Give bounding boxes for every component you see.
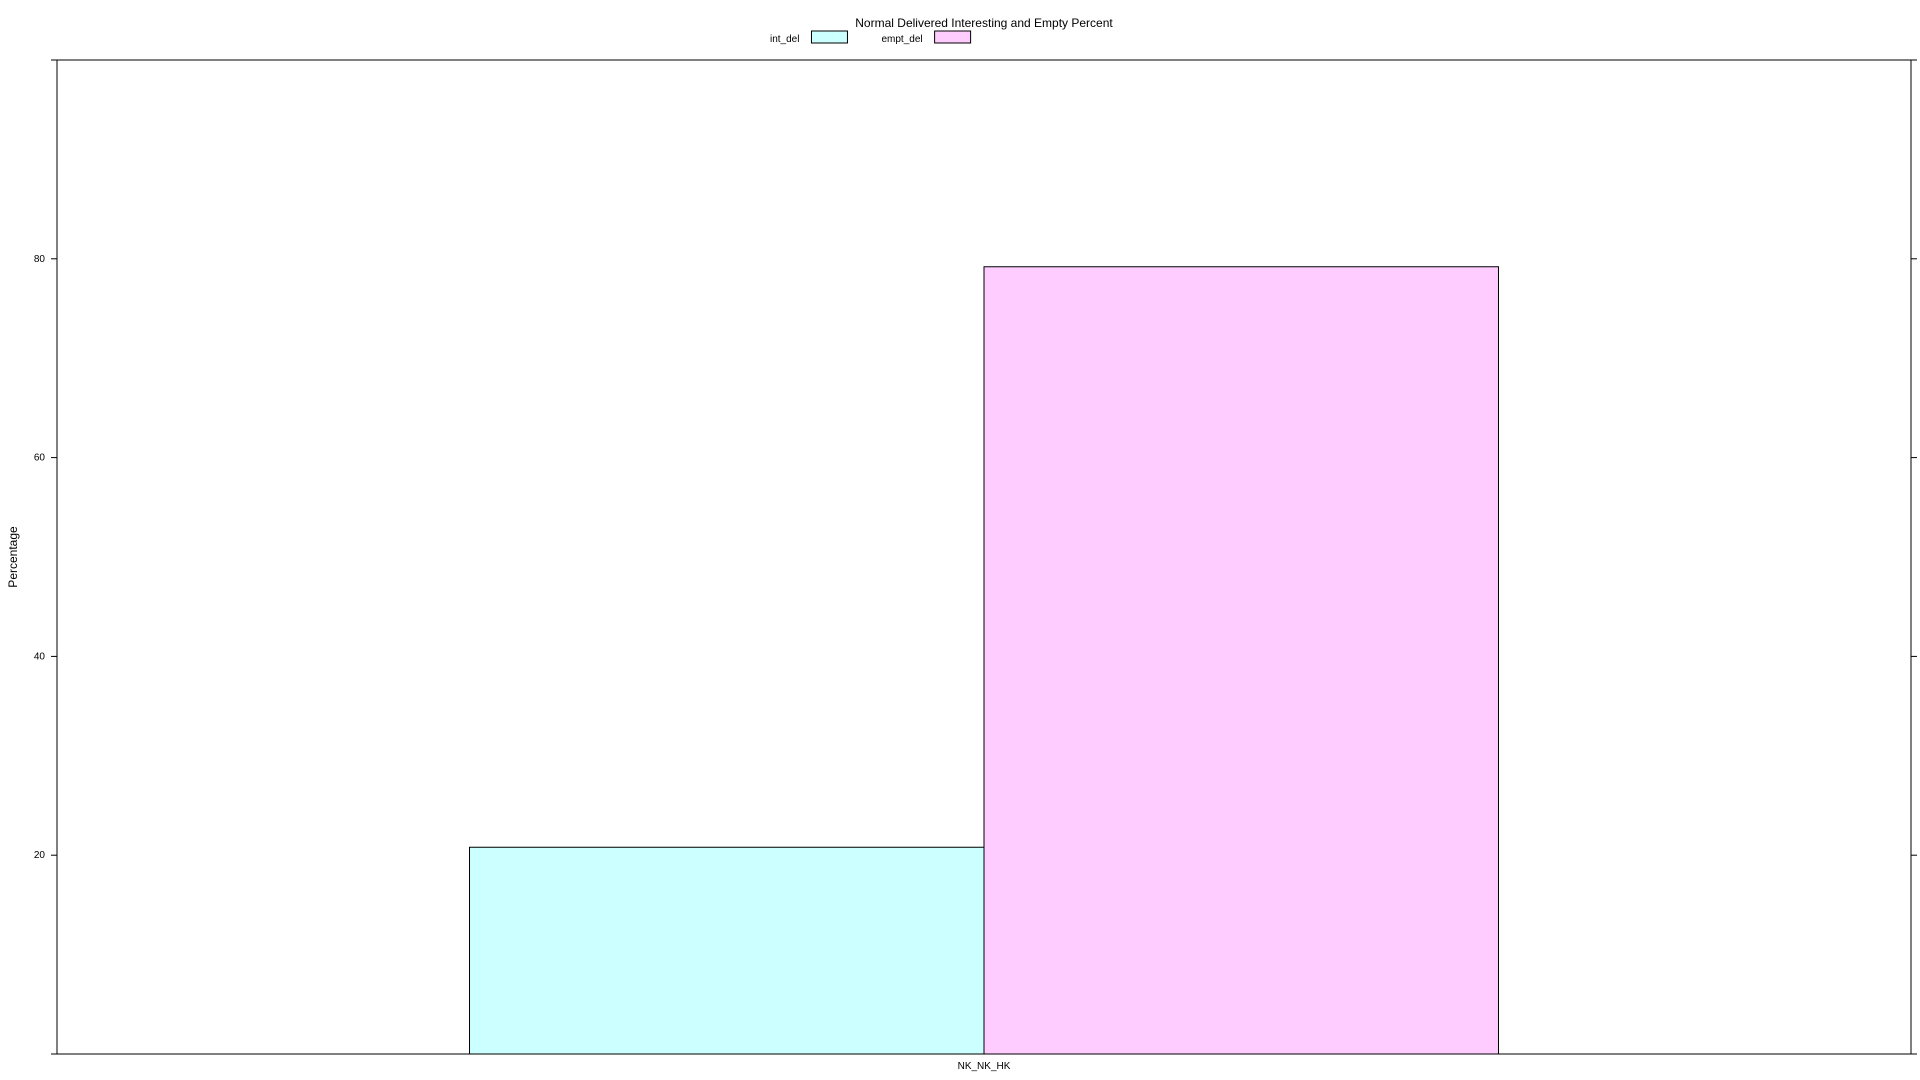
y-tick-label: 80 bbox=[34, 254, 46, 265]
y-tick-label: 20 bbox=[34, 850, 46, 861]
legend-swatch-empt_del bbox=[934, 30, 972, 44]
y-axis-label: Percentage bbox=[6, 526, 20, 588]
legend-label-int_del: int_del bbox=[770, 34, 799, 45]
legend: int_del empt_del bbox=[770, 30, 972, 45]
legend-label-empt_del: empt_del bbox=[881, 34, 922, 45]
plot-frame bbox=[56, 59, 1912, 1055]
bar-empt_del-NK_NK_HK bbox=[983, 266, 1499, 1055]
bar-int_del-NK_NK_HK bbox=[469, 846, 985, 1055]
ticks-group: 20 40 60 80 NK_NK_HK bbox=[34, 59, 1917, 1072]
chart-title: Normal Delivered Interesting and Empty P… bbox=[855, 16, 1113, 30]
bars-group bbox=[469, 266, 1499, 1055]
y-tick-label: 60 bbox=[34, 453, 46, 464]
y-tick-label: 40 bbox=[34, 651, 46, 662]
legend-swatch-int_del bbox=[810, 30, 848, 44]
x-tick-label: NK_NK_HK bbox=[958, 1061, 1011, 1072]
